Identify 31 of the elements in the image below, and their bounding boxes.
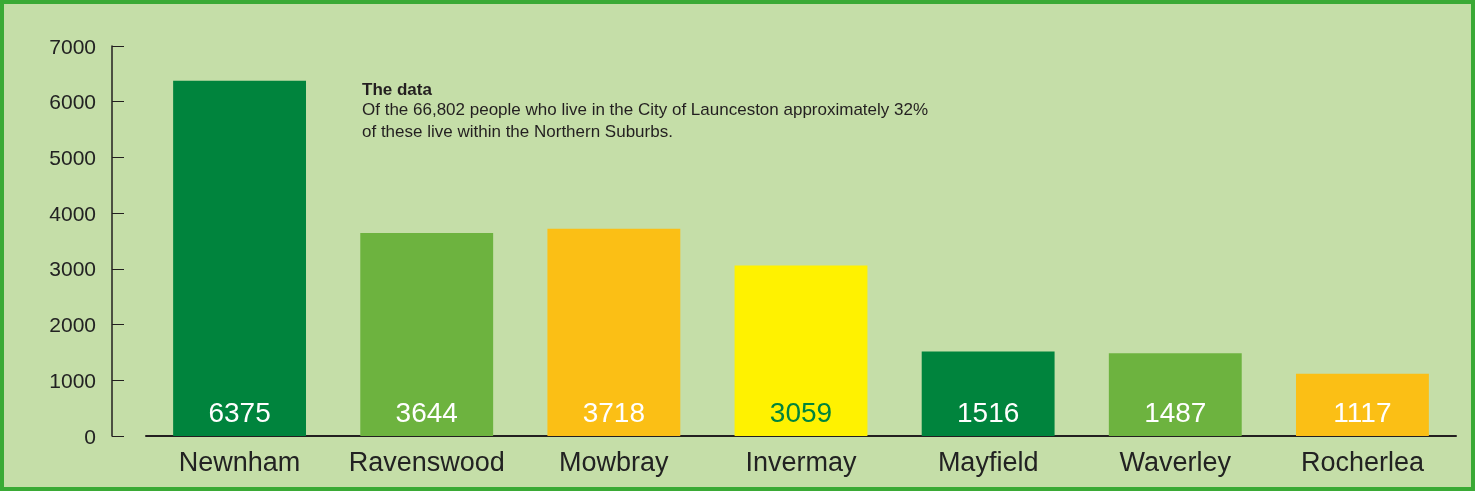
bar	[1108, 353, 1242, 436]
y-tick-label: 1000	[49, 368, 96, 392]
y-tick-label: 2000	[49, 313, 96, 337]
bar	[921, 351, 1055, 436]
data-label: 1487	[1144, 396, 1207, 428]
y-tick-label: 3000	[49, 257, 96, 281]
annotation: The data	[362, 79, 433, 99]
bar	[547, 228, 681, 436]
x-tick-label: Rocherlea	[1300, 446, 1425, 477]
y-tick-label: 7000	[49, 34, 96, 58]
data-label: 3644	[395, 396, 458, 428]
x-tick-label: Ravenswood	[348, 446, 505, 477]
x-tick-label: Mayfield	[937, 446, 1039, 477]
bar	[360, 232, 494, 436]
data-label: 1117	[1333, 396, 1392, 428]
annotation: Of the 66,802 people who live in the City of Launceston approximately 32% of these live within the Northern Suburbs.	[362, 99, 933, 141]
x-tick-label: Waverley	[1119, 446, 1232, 477]
x-tick-label: Newnham	[178, 446, 301, 477]
bar	[173, 80, 307, 436]
data-label: 6375	[208, 396, 271, 428]
bar	[734, 265, 868, 436]
data-label: 1516	[956, 396, 1020, 428]
y-tick-label: 5000	[49, 145, 96, 169]
bar	[1295, 373, 1429, 436]
data-label: 3059	[769, 396, 833, 428]
y-tick-label: 4000	[49, 201, 96, 225]
x-tick-label: Invermay	[745, 446, 858, 477]
y-tick-label: 6000	[49, 90, 96, 114]
x-tick-label: Mowbray	[559, 446, 670, 477]
y-tick-label: 0	[84, 424, 96, 448]
data-label: 3718	[582, 396, 646, 428]
